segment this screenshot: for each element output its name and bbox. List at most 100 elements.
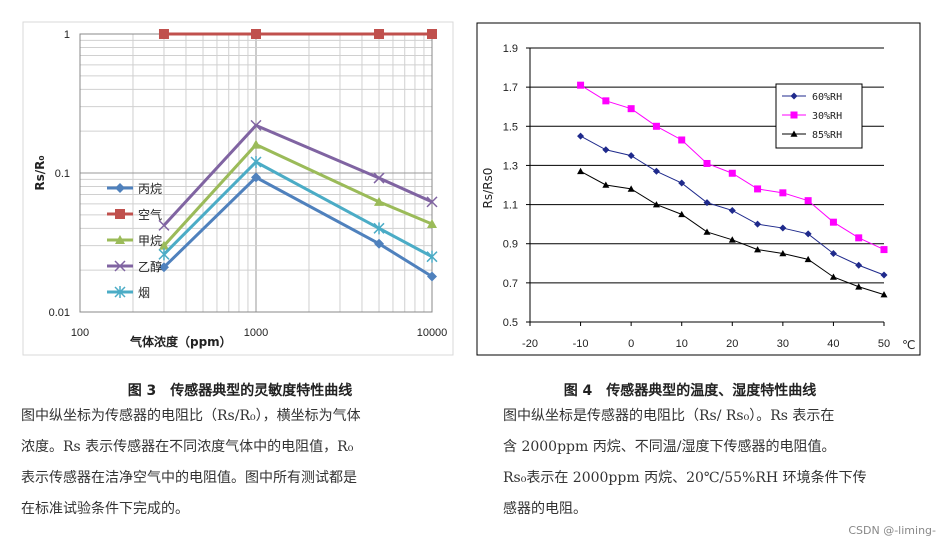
- data-point: [678, 136, 686, 144]
- y-tick-label: 0.01: [49, 307, 70, 319]
- data-point: [427, 29, 437, 39]
- left-caption-line: 在标准试验条件下完成的。: [21, 501, 189, 517]
- legend-marker: [115, 183, 125, 193]
- data-point: [754, 246, 762, 253]
- data-point: [703, 159, 711, 167]
- data-point: [426, 196, 438, 208]
- data-point: [804, 255, 812, 263]
- right-caption-line: 图中纵坐标是传感器的电阻比（Rs/ Rs₀）。Rs 表示在: [503, 408, 835, 424]
- data-point: [374, 29, 385, 39]
- x-tick-label: 50: [878, 338, 890, 350]
- series-line: [162, 160, 433, 259]
- data-point: [804, 197, 812, 205]
- legend-marker: [115, 235, 125, 244]
- watermark: CSDN @-liming-: [848, 524, 936, 537]
- data-point: [373, 172, 385, 184]
- x-tick-label: 30: [777, 338, 789, 350]
- data-point: [250, 119, 262, 131]
- legend-marker: [790, 111, 798, 119]
- data-point: [602, 146, 610, 154]
- legend-marker: [790, 130, 798, 137]
- data-point: [374, 196, 385, 206]
- data-point: [158, 29, 169, 39]
- legend-marker: [114, 260, 126, 272]
- data-point: [728, 236, 736, 243]
- data-point: [158, 219, 170, 231]
- chart-right-ticks: -20 -10 0 10 20 30 40 50 0.5 0.7 0.9 1.1 1.3 1.5 1.7 1.…: [503, 43, 890, 350]
- data-point: [602, 97, 610, 105]
- legend-label: 空气: [138, 207, 162, 222]
- data-point: [652, 122, 660, 130]
- data-point: [251, 29, 261, 39]
- data-point: [829, 218, 837, 226]
- chart-left-ticks: 100 1000 10000 0.01 0.1 1: [49, 29, 448, 339]
- data-point: [829, 250, 837, 257]
- data-point: [652, 201, 660, 208]
- data-point: [577, 167, 585, 175]
- left-caption-line: 表示传感器在洁净空气中的电阻值。图中所有测试都是: [21, 470, 357, 486]
- data-point: [158, 240, 169, 250]
- series-line: [162, 142, 433, 247]
- data-point: [754, 185, 762, 193]
- data-point: [577, 132, 585, 140]
- x-tick-label: -20: [522, 338, 538, 350]
- y-tick-label: 1.3: [503, 160, 518, 172]
- y-tick-label: 1: [64, 29, 70, 41]
- data-point: [880, 271, 888, 279]
- legend-label: 丙烷: [138, 182, 162, 196]
- data-point: [728, 169, 736, 177]
- legend-label: 30%RH: [812, 111, 842, 122]
- legend-label: 85%RH: [812, 130, 842, 141]
- data-point: [804, 230, 812, 238]
- chart-right-legend: 60%RH 30%RH 85%RH: [775, 83, 863, 149]
- chart-right-area: [476, 22, 921, 356]
- chart-right-ylabel: Rs/Rs0: [481, 168, 495, 209]
- y-tick-label: 0.9: [503, 239, 518, 251]
- data-point: [426, 250, 438, 263]
- x-tick-label: 20: [726, 338, 738, 350]
- data-point: [855, 283, 863, 290]
- data-point: [829, 273, 837, 280]
- data-point: [627, 152, 635, 160]
- x-tick-label: 100: [71, 327, 89, 339]
- data-point: [779, 224, 787, 232]
- data-point: [577, 81, 585, 89]
- y-tick-label: 1.5: [503, 121, 518, 133]
- data-point: [158, 262, 169, 273]
- y-tick-label: 1.9: [503, 43, 518, 55]
- data-point: [678, 179, 686, 187]
- data-point: [627, 105, 635, 113]
- data-point: [678, 210, 686, 218]
- legend-label: 60%RH: [812, 92, 842, 103]
- data-point: [250, 155, 262, 168]
- data-point: [627, 185, 635, 192]
- data-point: [880, 291, 888, 298]
- chart-right-grid: [529, 47, 884, 323]
- data-point: [374, 238, 385, 249]
- legend-label: 乙醇: [138, 259, 162, 274]
- data-point: [652, 167, 660, 175]
- x-tick-label: 10: [676, 338, 688, 350]
- left-caption-line: 图中纵坐标为传感器的电阻比（Rs/R₀），横坐标为气体: [21, 408, 361, 424]
- y-tick-label: 1.1: [503, 200, 518, 212]
- chart-left-ylabel: Rs/R₀: [33, 155, 47, 190]
- right-caption-title: 图 4 传感器典型的温度、湿度特性曲线: [563, 383, 817, 399]
- y-tick-label: 0.7: [503, 278, 518, 290]
- right-caption-line: 感器的电阻。: [503, 501, 587, 517]
- right-caption-line: 含 2000ppm 丙烷、不同温/湿度下传感器的电阻值。: [503, 439, 836, 455]
- chart-left-series: [158, 29, 438, 282]
- data-point: [427, 271, 437, 282]
- legend-marker: [114, 286, 126, 298]
- chart-left-xlabel: 气体浓度（ppm）: [129, 334, 232, 349]
- left-caption-line: 浓度。Rs 表示传感器在不同浓度气体中的电阻值，R₀: [21, 439, 354, 455]
- chart-right-x-unit: ℃: [902, 338, 915, 352]
- chart-right-series: [577, 81, 888, 298]
- x-tick-label: 10000: [417, 327, 448, 339]
- left-caption-text: 图中纵坐标为传感器的电阻比（Rs/R₀），横坐标为气体 浓度。Rs 表示传感器在…: [21, 401, 461, 525]
- data-point: [779, 189, 787, 197]
- data-point: [855, 261, 863, 269]
- data-point: [855, 234, 863, 242]
